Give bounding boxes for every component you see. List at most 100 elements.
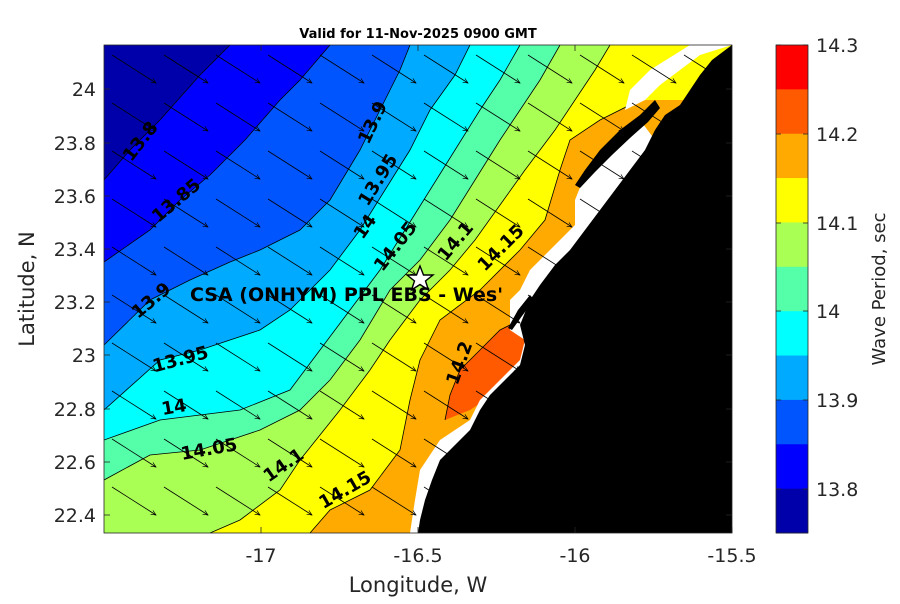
wave-arrow (631, 390, 676, 419)
band-13-95 (104, 45, 520, 440)
wave-arrow (163, 54, 208, 83)
peninsula (575, 100, 660, 188)
wave-arrow (423, 486, 468, 515)
wave-arrow (475, 438, 520, 467)
y-axis-label: Latitude, N (15, 231, 39, 347)
wave-arrow (163, 438, 208, 467)
wave-arrow (631, 486, 676, 515)
wave-arrow (527, 342, 572, 371)
wave-arrow (319, 294, 364, 323)
wave-arrow (371, 294, 416, 323)
colorbar-segment (776, 45, 808, 90)
wave-arrow (111, 54, 156, 83)
colorbar-tick-label: 13.9 (816, 390, 858, 412)
wave-arrow (475, 342, 520, 371)
wave-arrow (475, 486, 520, 515)
wave-arrow (319, 102, 364, 131)
colorbar (776, 45, 808, 534)
wave-arrow (683, 294, 728, 323)
wave-arrow (475, 54, 520, 83)
wave-arrow (631, 198, 676, 227)
site-label: CSA (ONHYM) PPL EBS - Wes' (190, 284, 503, 306)
colorbar-segment (776, 444, 808, 490)
colorbar-label: Wave Period, sec (869, 212, 890, 365)
wave-arrow (475, 294, 520, 323)
colorbar-tick-label: 14.2 (816, 124, 858, 146)
wave-arrow (527, 294, 572, 323)
wave-arrow (527, 246, 572, 275)
wave-arrow (371, 54, 416, 83)
wave-arrow (215, 102, 260, 131)
wave-arrow (631, 342, 676, 371)
map-title: Valid for 11-Nov-2025 0900 GMT (299, 27, 537, 42)
wave-arrow (215, 150, 260, 179)
wave-arrow (527, 438, 572, 467)
land-mass (418, 45, 732, 533)
wave-arrow (319, 246, 364, 275)
wave-arrow (215, 294, 260, 323)
y-axis (104, 88, 732, 516)
wave-arrow (215, 54, 260, 83)
wave-arrow (111, 150, 156, 179)
wave-arrow (111, 342, 156, 371)
wave-arrow (475, 150, 520, 179)
wave-arrow (527, 150, 572, 179)
wave-arrow (163, 486, 208, 515)
wave-arrow (423, 54, 468, 83)
wave-arrow (371, 486, 416, 515)
wave-arrow (371, 246, 416, 275)
wave-arrow (683, 486, 728, 515)
wave-arrow (215, 342, 260, 371)
wave-arrow (371, 102, 416, 131)
band-13-85 (104, 45, 410, 345)
y-tick-label: 22.8 (54, 399, 96, 421)
wave-arrow (267, 438, 312, 467)
wave-arrow (371, 390, 416, 419)
y-tick-label: 23.8 (54, 133, 96, 155)
colorbar-segment (776, 222, 808, 268)
wave-arrow (215, 390, 260, 419)
wave-arrow (631, 150, 676, 179)
wave-arrow (579, 294, 624, 323)
x-tick-label: -17 (245, 545, 276, 567)
wave-arrow (163, 342, 208, 371)
wave-arrow (631, 438, 676, 467)
wave-arrow (215, 438, 260, 467)
colorbar-tick-label: 14 (816, 301, 840, 323)
wave-arrow (163, 390, 208, 419)
wave-arrow (319, 198, 364, 227)
wave-arrow (163, 294, 208, 323)
colorbar-segment (776, 355, 808, 401)
wave-arrow (319, 438, 364, 467)
band-13-80 (104, 45, 330, 262)
wave-arrow (423, 342, 468, 371)
wave-arrow (683, 342, 728, 371)
wave-arrow (111, 102, 156, 131)
colorbar-segment (776, 266, 808, 312)
wave-arrow (423, 294, 468, 323)
wave-arrow (111, 198, 156, 227)
colorbar-tick-label: 13.8 (816, 479, 858, 501)
colorbar-segment (776, 133, 808, 179)
band-14-00 (104, 45, 560, 480)
wave-arrow (319, 342, 364, 371)
x-axis (260, 45, 733, 533)
contour-label-14-lower: 14 (160, 395, 188, 420)
wave-arrow (267, 342, 312, 371)
wave-arrow (319, 486, 364, 515)
plot-area (104, 45, 732, 533)
wave-arrow (111, 246, 156, 275)
wave-arrow (423, 198, 468, 227)
x-tick-label: -15.5 (707, 545, 756, 567)
wave-arrow (475, 390, 520, 419)
wave-arrow (475, 198, 520, 227)
wave-arrow (683, 150, 728, 179)
wave-direction-arrows (111, 54, 728, 515)
wave-arrow (683, 438, 728, 467)
wave-arrow (163, 102, 208, 131)
x-tick-label: -16.5 (393, 545, 442, 567)
wave-arrow (215, 246, 260, 275)
wave-arrow (683, 102, 728, 131)
wave-arrow (631, 294, 676, 323)
y-tick-label: 22.6 (54, 452, 96, 474)
